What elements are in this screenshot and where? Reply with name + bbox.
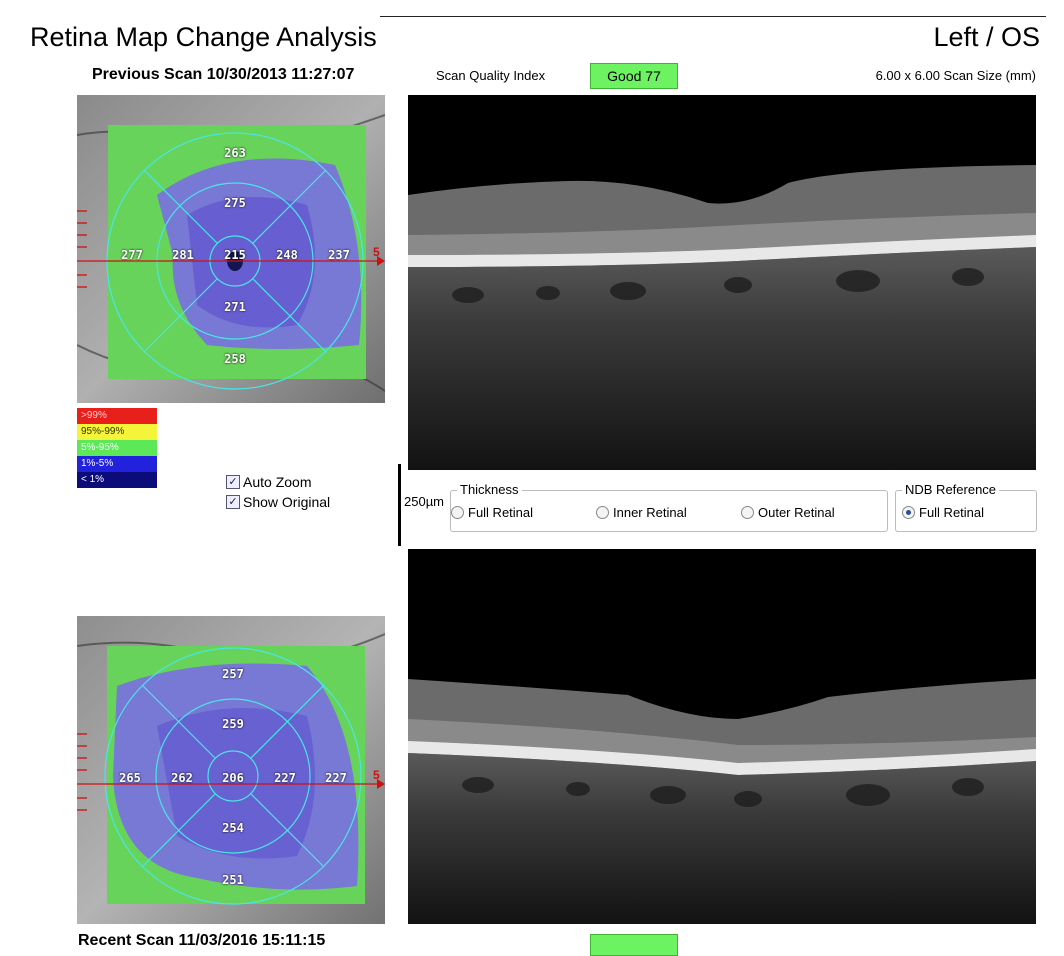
radio-unselected-icon[interactable] — [596, 506, 609, 519]
show-original-checkbox[interactable]: ✓ Show Original — [226, 494, 330, 510]
legend-row: >99% — [77, 408, 157, 424]
previous-oct-bscan[interactable] — [408, 95, 1036, 470]
legend-row: 5%-95% — [77, 440, 157, 456]
radio-outer-retinal-label: Outer Retinal — [758, 505, 835, 520]
sector-superior-outer: 257 — [222, 667, 244, 681]
axis-label: 5 — [373, 245, 380, 259]
radio-inner-retinal-label: Inner Retinal — [613, 505, 687, 520]
sector-nasal-inner: 248 — [276, 248, 298, 262]
radio-ndb-full-retinal-label: Full Retinal — [919, 505, 985, 520]
checkbox-checked-icon[interactable]: ✓ — [226, 495, 240, 509]
axis-label: 5 — [373, 768, 380, 782]
sector-nasal-outer: 237 — [328, 248, 350, 262]
ndb-reference-group: NDB Reference Full Retinal — [895, 482, 1037, 532]
thickness-legend: Thickness — [457, 482, 522, 497]
previous-thickness-map[interactable]: 263 275 277 281 215 248 237 271 258 5 — [77, 95, 385, 403]
auto-zoom-checkbox[interactable]: ✓ Auto Zoom — [226, 474, 311, 490]
previous-scan-label: Previous Scan 10/30/2013 11:27:07 — [92, 66, 355, 83]
sector-inferior-outer: 258 — [224, 352, 246, 366]
radio-unselected-icon[interactable] — [741, 506, 754, 519]
sector-inferior-outer: 251 — [222, 873, 244, 887]
scan-quality-label: Scan Quality Index — [436, 68, 546, 83]
radio-outer-retinal[interactable]: Outer Retinal — [741, 505, 835, 520]
page-title: Retina Map Change Analysis — [30, 22, 377, 52]
thickness-group: Thickness Full Retinal Inner Retinal Out… — [450, 482, 888, 532]
sector-center: 206 — [222, 771, 244, 785]
scale-bar — [398, 464, 401, 546]
show-original-label: Show Original — [243, 494, 331, 510]
eye-label: Left / OS — [933, 22, 1040, 52]
sector-temporal-inner: 281 — [172, 248, 194, 262]
header-divider — [380, 16, 1046, 17]
ndb-reference-legend: NDB Reference — [902, 482, 1000, 497]
auto-zoom-label: Auto Zoom — [243, 474, 312, 490]
sector-temporal-outer: 277 — [121, 248, 143, 262]
radio-inner-retinal[interactable]: Inner Retinal — [596, 505, 687, 520]
sector-temporal-outer: 265 — [119, 771, 141, 785]
sector-inferior-inner: 271 — [224, 300, 246, 314]
radio-ndb-full-retinal[interactable]: Full Retinal — [902, 505, 984, 520]
recent-oct-bscan[interactable] — [408, 549, 1036, 924]
sector-inferior-inner: 254 — [222, 821, 244, 835]
recent-scan-quality-badge — [590, 934, 678, 956]
radio-selected-icon[interactable] — [902, 506, 915, 519]
recent-scan-label: Recent Scan 11/03/2016 15:11:15 — [78, 932, 326, 949]
sector-superior-inner: 275 — [224, 196, 246, 210]
scale-label: 250µm — [404, 494, 445, 509]
legend-row: < 1% — [77, 472, 157, 488]
sector-temporal-inner: 262 — [171, 771, 193, 785]
legend-row: 1%-5% — [77, 456, 157, 472]
sector-nasal-inner: 227 — [274, 771, 296, 785]
scan-quality-badge: Good 77 — [590, 63, 678, 89]
scan-size-label: 6.00 x 6.00 Scan Size (mm) — [875, 68, 1036, 83]
radio-unselected-icon[interactable] — [451, 506, 464, 519]
radio-full-retinal[interactable]: Full Retinal — [451, 505, 533, 520]
recent-thickness-map[interactable]: 257 259 265 262 206 227 227 254 251 5 — [77, 616, 385, 924]
checkbox-checked-icon[interactable]: ✓ — [226, 475, 240, 489]
radio-full-retinal-label: Full Retinal — [468, 505, 534, 520]
significance-legend: >99% 95%-99% 5%-95% 1%-5% < 1% — [77, 408, 157, 488]
sector-nasal-outer: 227 — [325, 771, 347, 785]
sector-center: 215 — [224, 248, 246, 262]
legend-row: 95%-99% — [77, 424, 157, 440]
sector-superior-inner: 259 — [222, 717, 244, 731]
sector-superior-outer: 263 — [224, 146, 246, 160]
